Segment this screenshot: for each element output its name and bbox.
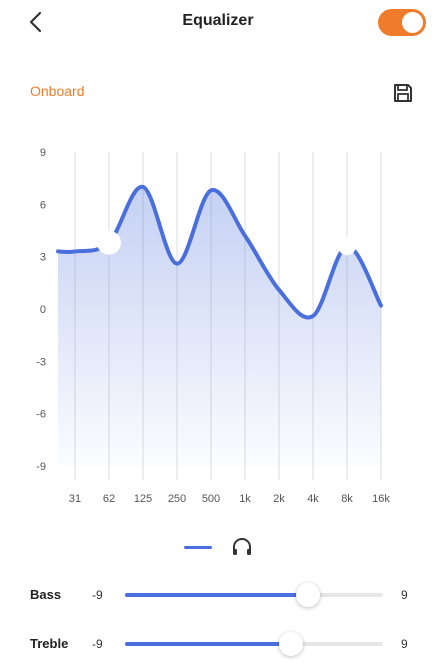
treble-slider-fill — [125, 642, 292, 646]
back-button[interactable] — [22, 8, 50, 36]
bass-slider-thumb[interactable] — [296, 583, 321, 607]
preset-label[interactable]: Onboard — [30, 83, 85, 99]
treble-max-label: 9 — [401, 637, 408, 651]
y-tick-label: -6 — [36, 409, 46, 421]
treble-min-label: -9 — [92, 637, 103, 651]
bass-min-label: -9 — [92, 588, 103, 602]
x-tick-label: 31 — [69, 493, 81, 505]
treble-slider-thumb[interactable] — [279, 632, 304, 656]
treble-label: Treble — [30, 636, 69, 651]
page-title: Equalizer — [182, 12, 254, 29]
eq-curve-area — [58, 186, 381, 466]
chevron-left-icon — [29, 11, 42, 33]
y-tick-label: -3 — [36, 356, 46, 368]
bass-max-label: 9 — [401, 588, 408, 602]
x-tick-label: 500 — [202, 493, 220, 505]
bass-slider[interactable] — [125, 583, 383, 607]
x-tick-label: 62 — [103, 493, 115, 505]
toggle-knob — [402, 12, 423, 33]
x-tick-label: 125 — [134, 493, 152, 505]
band-handle[interactable] — [97, 230, 121, 255]
save-icon — [394, 84, 412, 102]
bass-label: Bass — [30, 587, 62, 602]
bass-slider-row: Bass -9 9 — [0, 580, 436, 610]
x-tick-label: 16k — [372, 493, 390, 505]
treble-slider[interactable] — [125, 632, 383, 656]
y-tick-label: 9 — [40, 147, 46, 159]
header-bar: Equalizer — [0, 0, 436, 48]
bass-slider-fill — [125, 593, 309, 597]
y-tick-label: 6 — [40, 199, 46, 211]
equalizer-toggle[interactable] — [378, 9, 426, 36]
band-handle[interactable] — [338, 237, 356, 256]
legend-series-line — [184, 546, 212, 549]
save-button[interactable] — [390, 80, 416, 106]
x-tick-label: 250 — [168, 493, 186, 505]
headphones-icon[interactable] — [230, 535, 254, 559]
chart-legend — [182, 535, 262, 561]
x-tick-label: 2k — [273, 493, 285, 505]
x-tick-label: 8k — [341, 493, 353, 505]
y-tick-label: -9 — [36, 461, 46, 473]
equalizer-chart[interactable]: 9 6 3 0 -3 -6 -9 31 62 125 250 500 1k 2k 4k 8k 16k — [0, 130, 436, 530]
x-tick-label: 1k — [239, 493, 251, 505]
y-tick-label: 0 — [40, 304, 46, 316]
y-tick-label: 3 — [40, 252, 46, 264]
x-tick-label: 4k — [307, 493, 319, 505]
treble-slider-row: Treble -9 9 — [0, 629, 436, 659]
